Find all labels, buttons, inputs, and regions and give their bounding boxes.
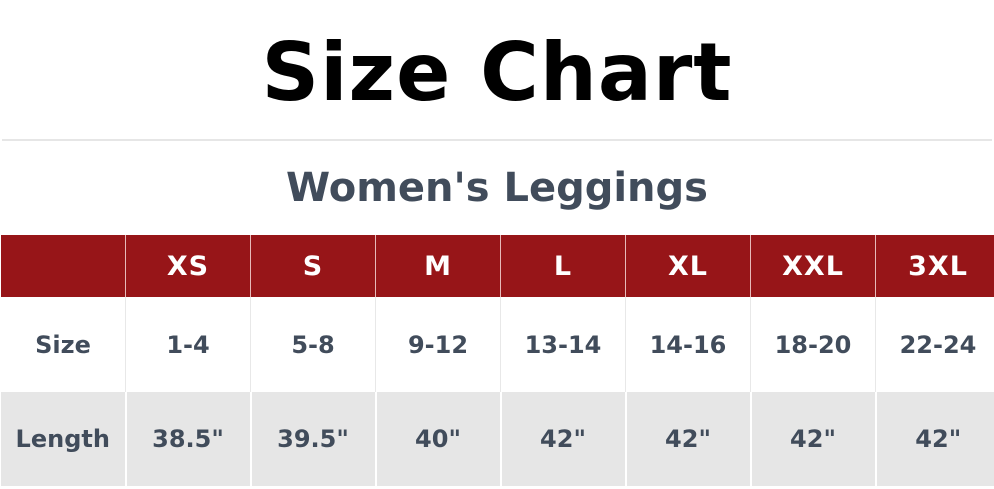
header-cell bbox=[1, 235, 126, 297]
header-cell: M bbox=[375, 235, 501, 297]
table-cell: 18-20 bbox=[750, 297, 876, 392]
table-cell: 22-24 bbox=[875, 297, 994, 392]
header-cell: 3XL bbox=[875, 235, 994, 297]
row-label: Length bbox=[1, 392, 127, 486]
table-cell: 1-4 bbox=[125, 297, 251, 392]
page-title: Size Chart bbox=[261, 26, 733, 119]
header-cell: XXL bbox=[750, 235, 876, 297]
table-cell: 38.5" bbox=[125, 392, 252, 486]
section-title: Women's Leggings bbox=[286, 165, 708, 211]
table-cell: 5-8 bbox=[250, 297, 376, 392]
table-cell: 13-14 bbox=[500, 297, 626, 392]
table-cell: 40" bbox=[375, 392, 502, 486]
header-cell: XS bbox=[125, 235, 251, 297]
table-row-size: Size 1-4 5-8 9-12 13-14 14-16 18-20 22-2… bbox=[1, 297, 994, 392]
table-cell: 42" bbox=[500, 392, 627, 486]
table-cell: 42" bbox=[750, 392, 877, 486]
table-row-length: Length 38.5" 39.5" 40" 42" 42" 42" 42" bbox=[1, 392, 994, 486]
header-row: XS S M L XL XXL 3XL bbox=[1, 235, 994, 297]
table-cell: 14-16 bbox=[625, 297, 751, 392]
table-cell: 39.5" bbox=[250, 392, 377, 486]
table-cell: 9-12 bbox=[375, 297, 501, 392]
header-cell: XL bbox=[625, 235, 751, 297]
row-label: Size bbox=[1, 297, 126, 392]
divider bbox=[2, 139, 992, 141]
header-cell: L bbox=[500, 235, 626, 297]
size-table: XS S M L XL XXL 3XL Size 1-4 5-8 9-12 13… bbox=[1, 235, 994, 486]
table-cell: 42" bbox=[625, 392, 752, 486]
header-cell: S bbox=[250, 235, 376, 297]
table-cell: 42" bbox=[875, 392, 994, 486]
